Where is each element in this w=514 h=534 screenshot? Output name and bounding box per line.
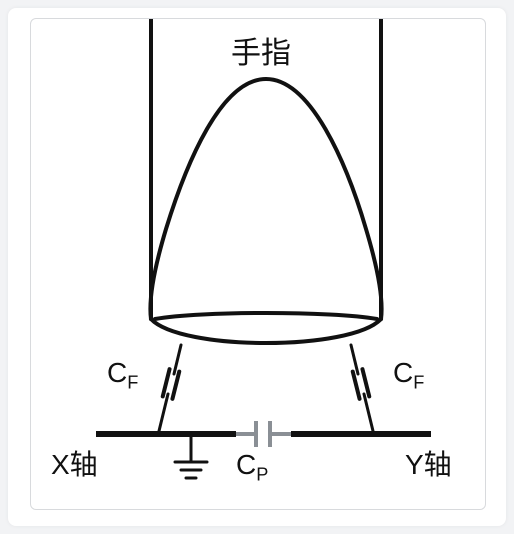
fingertip [150,79,381,319]
cf-right-group [351,345,373,431]
cf-right-lead-top [351,345,358,374]
cf-left-label: CF [107,359,138,392]
cf-left-capacitor-icon [163,369,179,399]
cf-left-group [159,345,181,431]
cf-right-capacitor-icon [353,369,369,399]
cf-right-lead-bottom [364,394,373,431]
x-axis-label: X轴 [51,451,98,479]
cf-left-lead-top [174,345,181,374]
diagram-title: 手指 [231,39,291,69]
cf-left-plate-b [172,372,179,399]
card: 手指 CF CF CP X轴 Y轴 [8,8,506,526]
cf-left-lead-bottom [159,394,168,431]
diagram-svg [31,19,485,509]
cp-capacitor-group [236,421,291,447]
cf-right-plate-a [362,369,369,396]
cf-right-label: CF [393,359,424,392]
y-axis-label: Y轴 [405,451,452,479]
cf-left-plate-a [163,369,170,396]
finger-base-inner [155,313,377,319]
cp-label: CP [236,451,268,484]
cf-right-plate-b [353,372,360,399]
ground-icon [175,434,207,478]
finger-base-arc [151,319,381,343]
diagram-panel: 手指 CF CF CP X轴 Y轴 [30,18,486,510]
